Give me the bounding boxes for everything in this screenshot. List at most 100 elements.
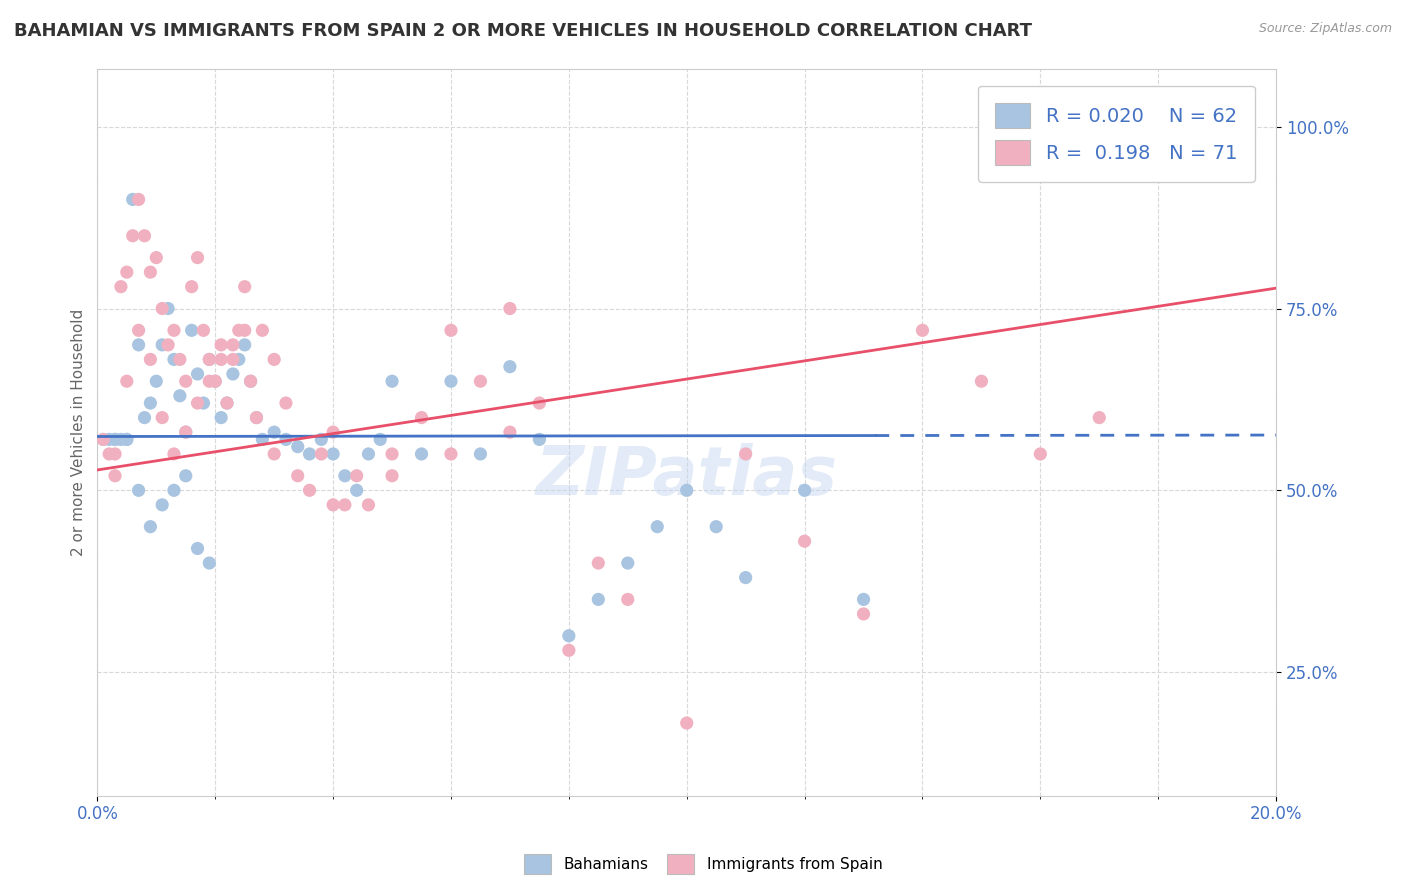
Point [588, 556, 610, 570]
Point [970, 374, 993, 388]
Point [104, 468, 127, 483]
Point [333, 498, 356, 512]
Legend: Bahamians, Immigrants from Spain: Bahamians, Immigrants from Spain [517, 848, 889, 880]
Point [163, 323, 186, 337]
Point [233, 279, 256, 293]
Point [793, 483, 815, 498]
Point [346, 483, 368, 498]
Point [121, 193, 143, 207]
Point [311, 433, 333, 447]
Point [228, 352, 250, 367]
Point [204, 374, 226, 388]
Point [115, 265, 138, 279]
Point [145, 251, 167, 265]
Point [115, 374, 138, 388]
Point [228, 323, 250, 337]
Point [150, 338, 173, 352]
Point [128, 323, 150, 337]
Point [139, 265, 162, 279]
Point [163, 352, 186, 367]
Point [128, 338, 150, 352]
Point [174, 425, 197, 439]
Point [499, 359, 522, 374]
Point [215, 396, 238, 410]
Point [287, 468, 309, 483]
Point [529, 433, 551, 447]
Point [233, 338, 256, 352]
Point [346, 468, 368, 483]
Point [209, 338, 232, 352]
Point [169, 389, 191, 403]
Point [139, 396, 162, 410]
Point [187, 367, 209, 381]
Point [411, 447, 433, 461]
Point [198, 352, 221, 367]
Point [174, 425, 197, 439]
Point [157, 301, 180, 316]
Point [440, 323, 463, 337]
Point [91, 433, 114, 447]
Point [263, 425, 285, 439]
Point [470, 447, 492, 461]
Point [139, 352, 162, 367]
Point [222, 338, 245, 352]
Point [98, 433, 121, 447]
Point [193, 323, 215, 337]
Point [558, 643, 581, 657]
Point [252, 433, 274, 447]
Point [645, 519, 668, 533]
Point [150, 301, 173, 316]
Point [529, 396, 551, 410]
Point [169, 352, 191, 367]
Text: BAHAMIAN VS IMMIGRANTS FROM SPAIN 2 OR MORE VEHICLES IN HOUSEHOLD CORRELATION CH: BAHAMIAN VS IMMIGRANTS FROM SPAIN 2 OR M… [14, 22, 1032, 40]
Point [734, 447, 756, 461]
Point [274, 433, 297, 447]
Point [704, 519, 727, 533]
Point [174, 374, 197, 388]
Point [368, 433, 391, 447]
Point [193, 396, 215, 410]
Point [298, 447, 321, 461]
Point [98, 447, 121, 461]
Point [852, 592, 875, 607]
Point [381, 468, 404, 483]
Y-axis label: 2 or more Vehicles in Household: 2 or more Vehicles in Household [72, 309, 86, 556]
Point [252, 323, 274, 337]
Point [617, 556, 640, 570]
Point [911, 323, 934, 337]
Point [734, 571, 756, 585]
Point [440, 447, 463, 461]
Text: Source: ZipAtlas.com: Source: ZipAtlas.com [1258, 22, 1392, 36]
Point [245, 410, 267, 425]
Point [274, 396, 297, 410]
Point [163, 447, 186, 461]
Point [322, 425, 344, 439]
Point [333, 468, 356, 483]
Point [157, 338, 180, 352]
Point [588, 592, 610, 607]
Point [150, 410, 173, 425]
Point [180, 323, 202, 337]
Point [1029, 447, 1052, 461]
Point [381, 374, 404, 388]
Point [298, 483, 321, 498]
Point [322, 498, 344, 512]
Point [104, 433, 127, 447]
Point [322, 447, 344, 461]
Point [150, 498, 173, 512]
Point [263, 352, 285, 367]
Point [357, 447, 380, 461]
Point [163, 483, 186, 498]
Point [134, 228, 156, 243]
Point [1088, 410, 1111, 425]
Point [209, 352, 232, 367]
Point [239, 374, 262, 388]
Point [180, 279, 202, 293]
Point [198, 352, 221, 367]
Point [128, 483, 150, 498]
Point [311, 447, 333, 461]
Point [91, 433, 114, 447]
Point [852, 607, 875, 621]
Point [134, 410, 156, 425]
Text: ZIPatlas: ZIPatlas [536, 442, 838, 508]
